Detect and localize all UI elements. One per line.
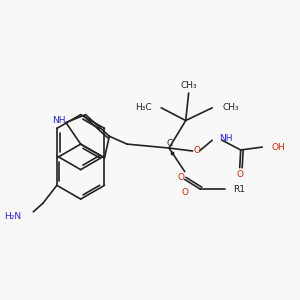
Text: C: C (167, 139, 173, 148)
Text: R1: R1 (233, 185, 245, 194)
Text: H₃C: H₃C (135, 103, 152, 112)
Text: O: O (181, 188, 188, 197)
Text: OH: OH (271, 142, 285, 152)
Text: O: O (177, 173, 184, 182)
Text: O: O (194, 146, 201, 155)
Text: NH: NH (52, 116, 66, 125)
Text: O: O (236, 170, 243, 179)
Text: CH₃: CH₃ (222, 103, 239, 112)
Text: NH: NH (219, 134, 232, 143)
Text: CH₃: CH₃ (180, 81, 197, 90)
Text: H₂N: H₂N (4, 212, 22, 221)
